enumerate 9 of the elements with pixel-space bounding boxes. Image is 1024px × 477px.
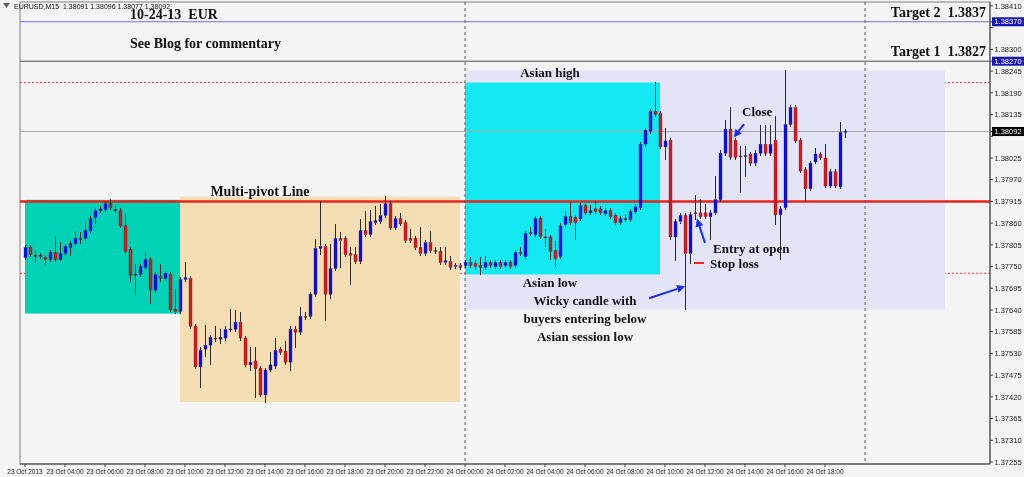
annotation: Close <box>742 104 773 120</box>
annotation: Asian high <box>520 64 581 80</box>
ref-line-label: Target 1 1.3827 <box>890 44 986 60</box>
annotation: Wicky candle with buyers entering below Asian session low <box>523 293 647 345</box>
annotation: Stop loss <box>710 256 759 271</box>
text: See Blog for commentary <box>130 36 281 51</box>
ref-line-label: Multi-pivot Line <box>210 184 310 200</box>
annotation: Asian low <box>522 275 578 291</box>
ref-line-label: Target 2 1.3837 <box>890 4 986 20</box>
